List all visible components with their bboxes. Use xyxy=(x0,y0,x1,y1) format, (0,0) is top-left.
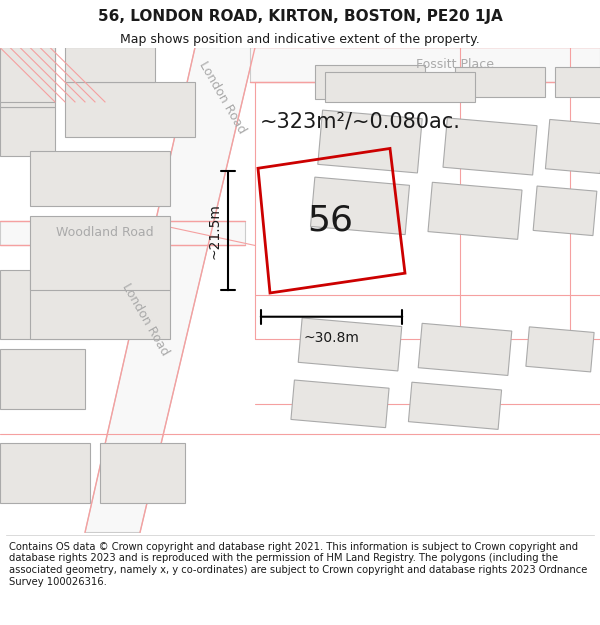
Text: London Road: London Road xyxy=(196,59,248,136)
Text: 56: 56 xyxy=(307,204,353,238)
Text: London Road: London Road xyxy=(119,281,171,358)
Polygon shape xyxy=(315,65,425,99)
Text: Fossitt Place: Fossitt Place xyxy=(416,58,494,71)
Text: Map shows position and indicative extent of the property.: Map shows position and indicative extent… xyxy=(120,33,480,46)
Polygon shape xyxy=(291,380,389,428)
Polygon shape xyxy=(325,72,475,102)
Text: ~30.8m: ~30.8m xyxy=(304,331,359,344)
Text: ~21.5m: ~21.5m xyxy=(207,202,221,259)
Polygon shape xyxy=(250,48,600,82)
Polygon shape xyxy=(65,48,155,82)
Polygon shape xyxy=(533,186,597,236)
Polygon shape xyxy=(409,382,502,429)
Polygon shape xyxy=(318,110,422,173)
Polygon shape xyxy=(0,107,55,156)
Polygon shape xyxy=(0,48,55,102)
Polygon shape xyxy=(30,151,170,206)
Polygon shape xyxy=(0,443,90,503)
Text: 56, LONDON ROAD, KIRTON, BOSTON, PE20 1JA: 56, LONDON ROAD, KIRTON, BOSTON, PE20 1J… xyxy=(98,9,502,24)
Polygon shape xyxy=(443,118,537,175)
Polygon shape xyxy=(418,323,512,376)
Polygon shape xyxy=(85,48,255,532)
Polygon shape xyxy=(298,318,402,371)
Polygon shape xyxy=(555,68,600,97)
Polygon shape xyxy=(0,221,245,246)
Polygon shape xyxy=(65,82,195,137)
Text: Woodland Road: Woodland Road xyxy=(56,226,154,239)
Polygon shape xyxy=(0,270,90,339)
Polygon shape xyxy=(545,119,600,174)
Polygon shape xyxy=(100,443,185,503)
Polygon shape xyxy=(311,177,409,234)
Polygon shape xyxy=(30,270,170,339)
Polygon shape xyxy=(0,48,55,107)
Text: Contains OS data © Crown copyright and database right 2021. This information is : Contains OS data © Crown copyright and d… xyxy=(9,542,587,586)
Polygon shape xyxy=(30,216,170,290)
Polygon shape xyxy=(455,68,545,97)
Polygon shape xyxy=(526,327,594,372)
Polygon shape xyxy=(428,182,522,239)
Polygon shape xyxy=(0,349,85,409)
Text: ~323m²/~0.080ac.: ~323m²/~0.080ac. xyxy=(260,112,460,132)
